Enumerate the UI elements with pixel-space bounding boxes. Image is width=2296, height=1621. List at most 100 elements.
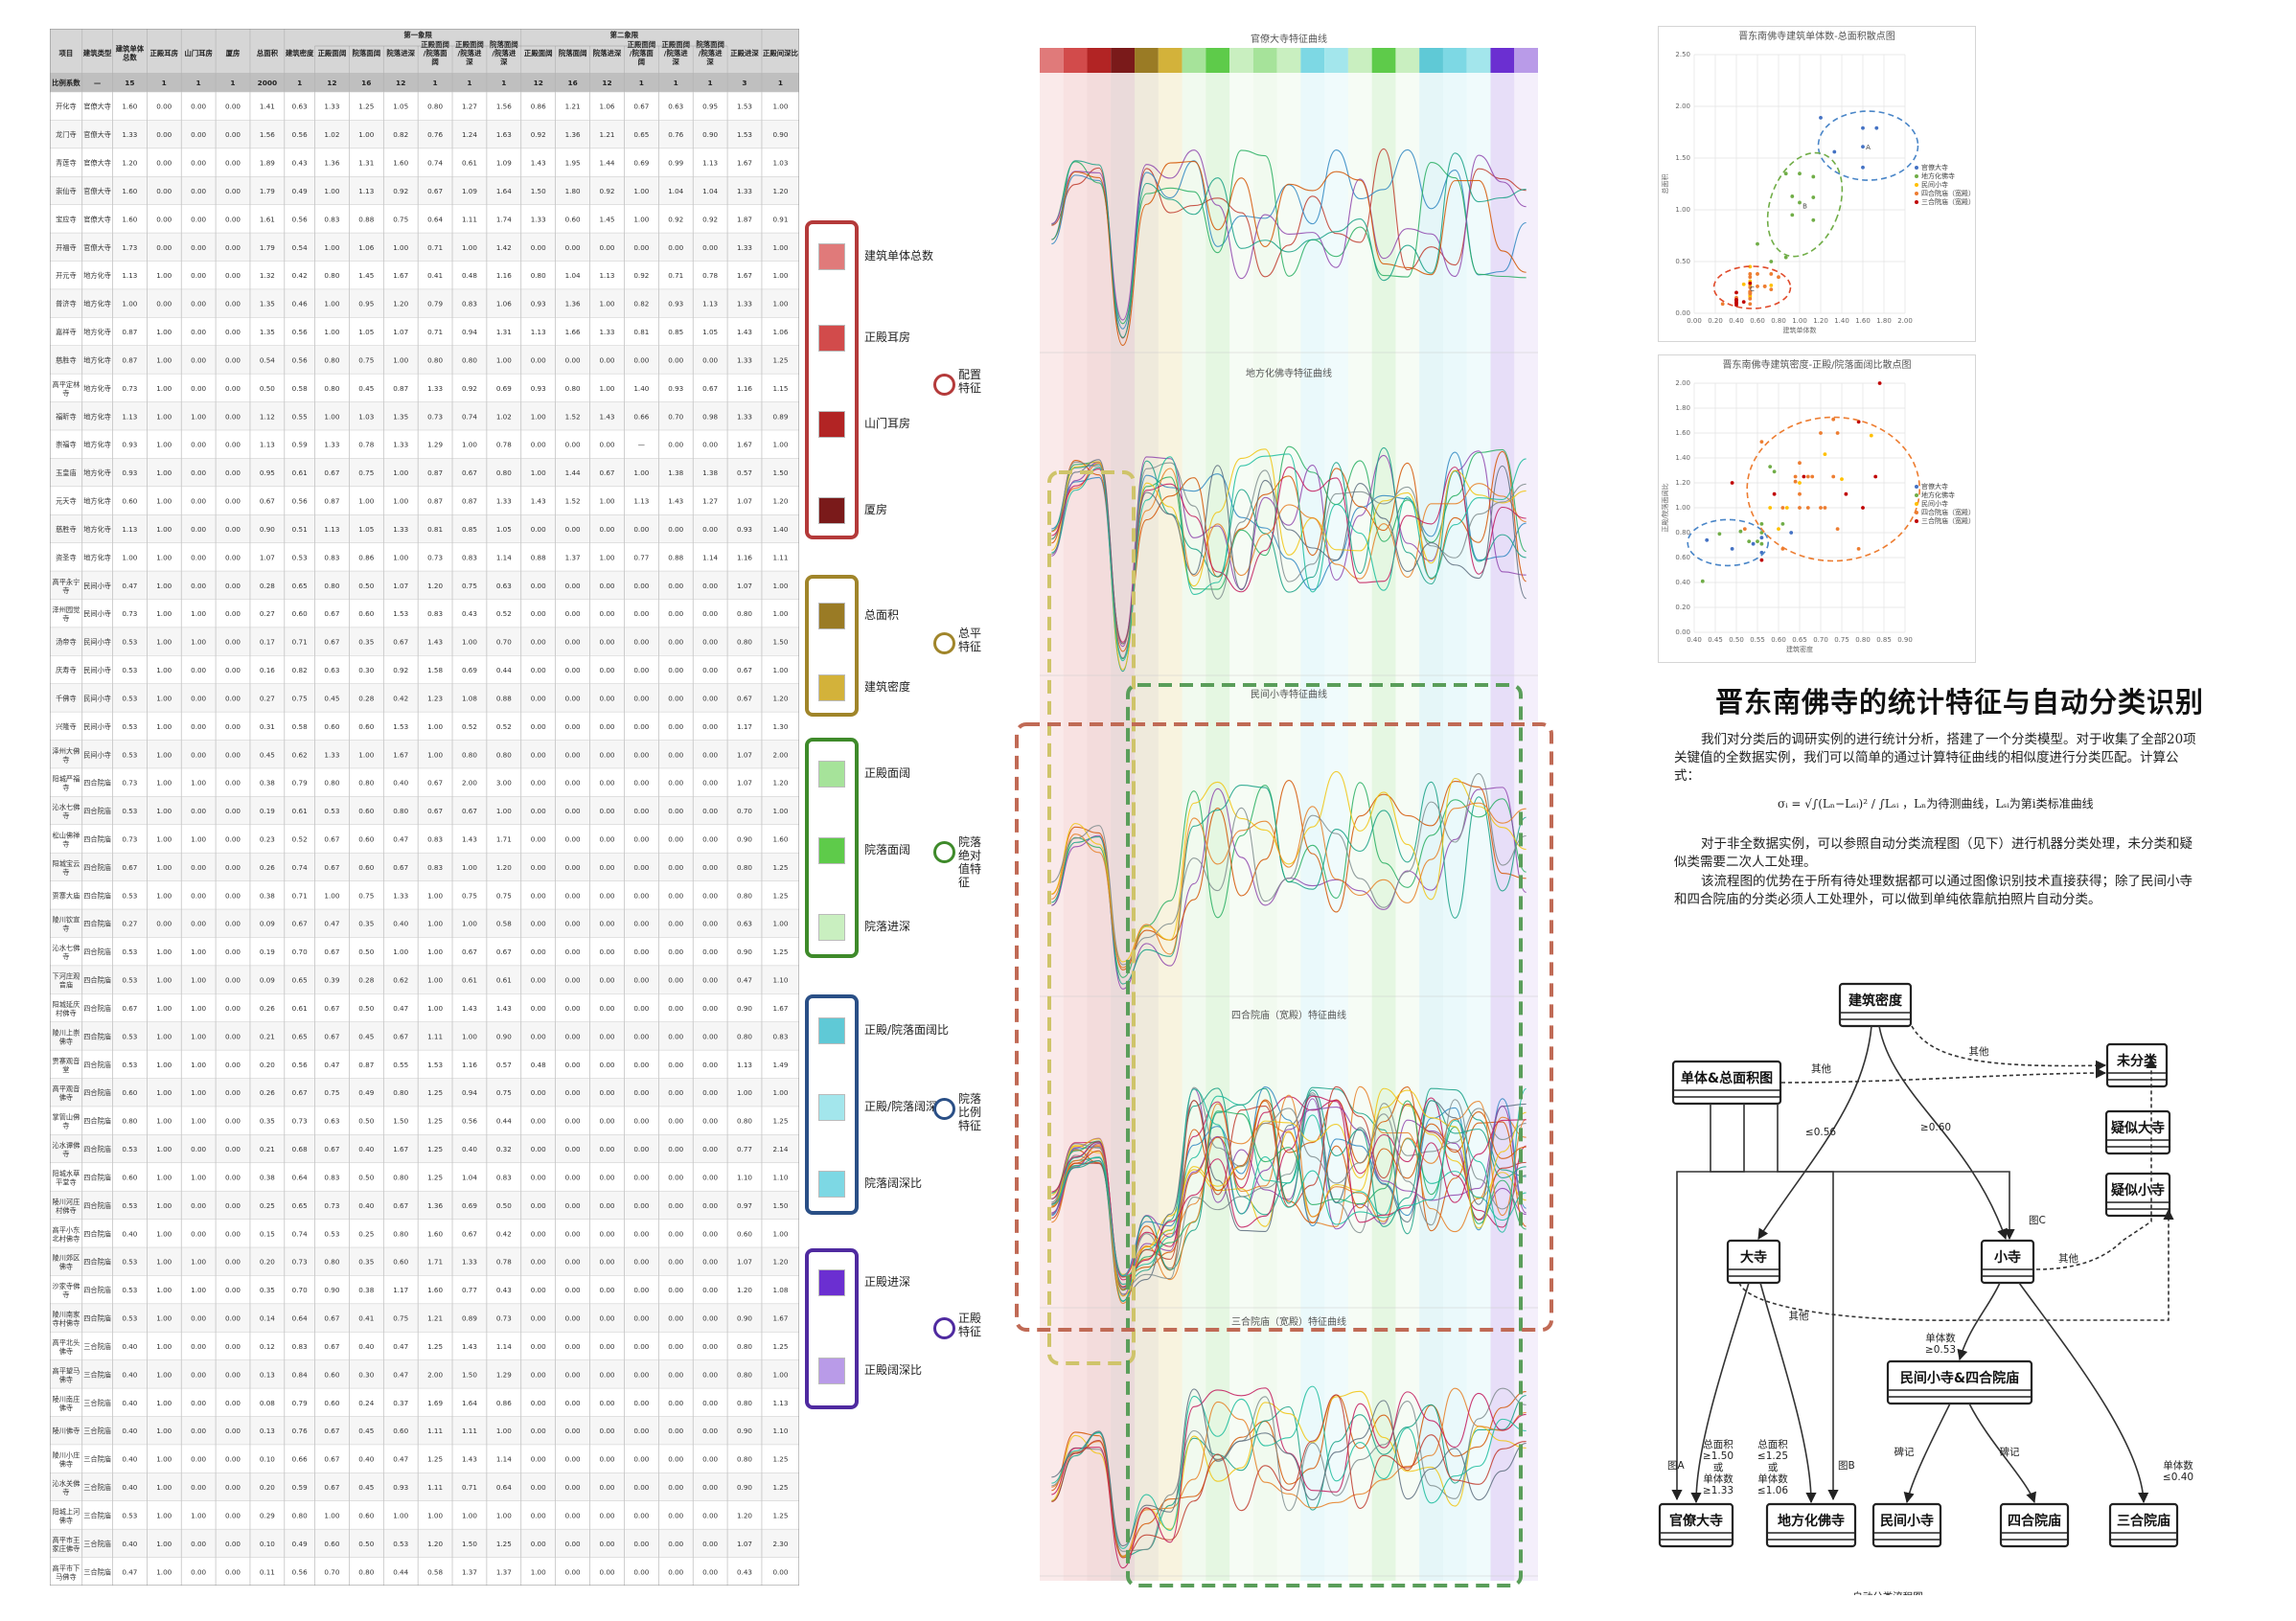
data-point <box>1793 474 1798 479</box>
legend-marker <box>1915 519 1918 523</box>
table-cell: 下河庄观 <box>53 972 80 981</box>
table-cell: 0.00 <box>565 1567 581 1576</box>
table-cell: 0.00 <box>702 1117 718 1126</box>
table-cell: 0.54 <box>292 243 308 252</box>
table-cell: 0.00 <box>531 1511 546 1519</box>
table-cell: 0.00 <box>599 666 614 674</box>
flow-edge-label: 碑记 <box>2000 1446 2021 1458</box>
table-cell: 0.85 <box>668 328 683 336</box>
table-cell: 0.00 <box>565 666 581 674</box>
table-cell: 四合院庙 <box>83 1061 111 1069</box>
table-cell: 0.00 <box>565 1173 581 1181</box>
table-cell: 1.16 <box>496 271 512 280</box>
x-tick-label: 0.80 <box>1855 636 1871 644</box>
table-cell: 1.13 <box>122 271 137 280</box>
table-cell: 1.42 <box>496 243 512 252</box>
table-cell: 0.00 <box>565 1314 581 1323</box>
feature-curve <box>1051 450 1527 652</box>
y-tick-label: 1.00 <box>1675 504 1690 512</box>
table-cell: 0.52 <box>292 835 308 844</box>
table-cell: 0.98 <box>702 412 718 421</box>
table-cell: 0.00 <box>633 609 649 618</box>
table-cell: 1.00 <box>156 947 172 956</box>
legend-group-box <box>805 1248 859 1409</box>
table-cell: 高平定林 <box>53 380 80 389</box>
table-cell: 1.11 <box>462 215 477 223</box>
table-cell: 0.00 <box>191 243 206 252</box>
table-cell: 0.40 <box>122 1540 137 1548</box>
table-cell: 0.00 <box>633 1032 649 1040</box>
flow-edge <box>1710 1104 2015 1241</box>
data-point <box>1819 506 1823 510</box>
table-cell: 1.00 <box>191 947 206 956</box>
table-cell: 地方化寺 <box>83 355 111 364</box>
feature-color-strip <box>1182 48 1206 73</box>
table-cell: 0.00 <box>565 243 581 252</box>
table-cell: 0.90 <box>737 1483 752 1492</box>
table-cell: 北村佛寺 <box>53 1234 80 1243</box>
table-cell: 1.25 <box>496 1540 512 1548</box>
legend-group-box <box>805 220 859 539</box>
data-point <box>1811 174 1816 179</box>
table-cell: 0.73 <box>324 1201 339 1210</box>
table-cell: 1.00 <box>358 497 374 506</box>
table-cell: 0.00 <box>668 1061 683 1069</box>
table-cell: 1.00 <box>599 553 614 561</box>
table-cell: 0.00 <box>191 1314 206 1323</box>
table-cell: 1.35 <box>393 412 408 421</box>
chart-frame <box>1658 354 1976 663</box>
table-cell: 1.00 <box>156 638 172 647</box>
table-cell: 0.00 <box>225 1511 241 1519</box>
table-cell: 0.00 <box>702 1258 718 1267</box>
table-cell: 0.47 <box>324 1061 339 1069</box>
table-cell: 0.45 <box>358 1483 374 1492</box>
table-cell: 0.56 <box>292 130 308 139</box>
feature-curve <box>1051 787 1527 990</box>
table-cell: 1.50 <box>772 638 788 647</box>
flow-node-box <box>1671 1060 1782 1106</box>
table-cell: 元天寺 <box>56 497 77 506</box>
flow-edge-label: 其他 <box>2058 1252 2079 1265</box>
table-cell: 0.80 <box>737 1370 752 1379</box>
table-cell: 1.02 <box>324 130 339 139</box>
table-cell: 1.33 <box>393 891 408 900</box>
table-cell: 0.90 <box>737 1314 752 1323</box>
table-cell: 0.00 <box>225 1145 241 1153</box>
table-cell: 0.00 <box>531 638 546 647</box>
flow-node-label: 建筑密度 <box>1848 993 1903 1009</box>
table-cell: 1.87 <box>737 215 752 223</box>
table-cell: 0.00 <box>702 638 718 647</box>
table-cell: 0.82 <box>393 130 408 139</box>
table-cell: 0.44 <box>496 1117 512 1126</box>
legend-swatch <box>818 1094 845 1121</box>
table-cell: 四合院庙 <box>83 1229 111 1238</box>
table-cell: 0.00 <box>225 468 241 477</box>
table-cell: 0.27 <box>122 920 137 928</box>
table-cell: 0.00 <box>225 553 241 561</box>
legend-swatch <box>818 914 845 941</box>
table-cell: 0.00 <box>565 1455 581 1464</box>
table-cell: 0.00 <box>702 1314 718 1323</box>
table-cell: 1.30 <box>772 722 788 731</box>
table-cell: 寺 <box>62 389 69 398</box>
table-cell: 1.00 <box>156 779 172 788</box>
table-cell: 地方化寺 <box>83 525 111 534</box>
table-row-bg <box>50 853 799 881</box>
flow-edge <box>1968 1403 2036 1504</box>
table-cell: 0.00 <box>531 947 546 956</box>
table-cell: 0.12 <box>260 1342 275 1351</box>
feature-color-strip <box>1276 48 1301 73</box>
flow-node-label: 地方化佛寺 <box>1778 1513 1845 1529</box>
table-cell: 1.00 <box>156 468 172 477</box>
data-point <box>1790 213 1795 217</box>
data-point <box>1831 474 1836 479</box>
table-cell: 0.67 <box>324 1427 339 1435</box>
table-cell: 0.00 <box>225 187 241 195</box>
data-point <box>1805 474 1810 479</box>
table-cell: 1.43 <box>427 638 443 647</box>
coef-cell: 12 <box>602 79 611 87</box>
feature-curve <box>1051 1087 1527 1275</box>
table-cell: 1.04 <box>462 1173 477 1181</box>
table-cell: 0.00 <box>633 1540 649 1548</box>
